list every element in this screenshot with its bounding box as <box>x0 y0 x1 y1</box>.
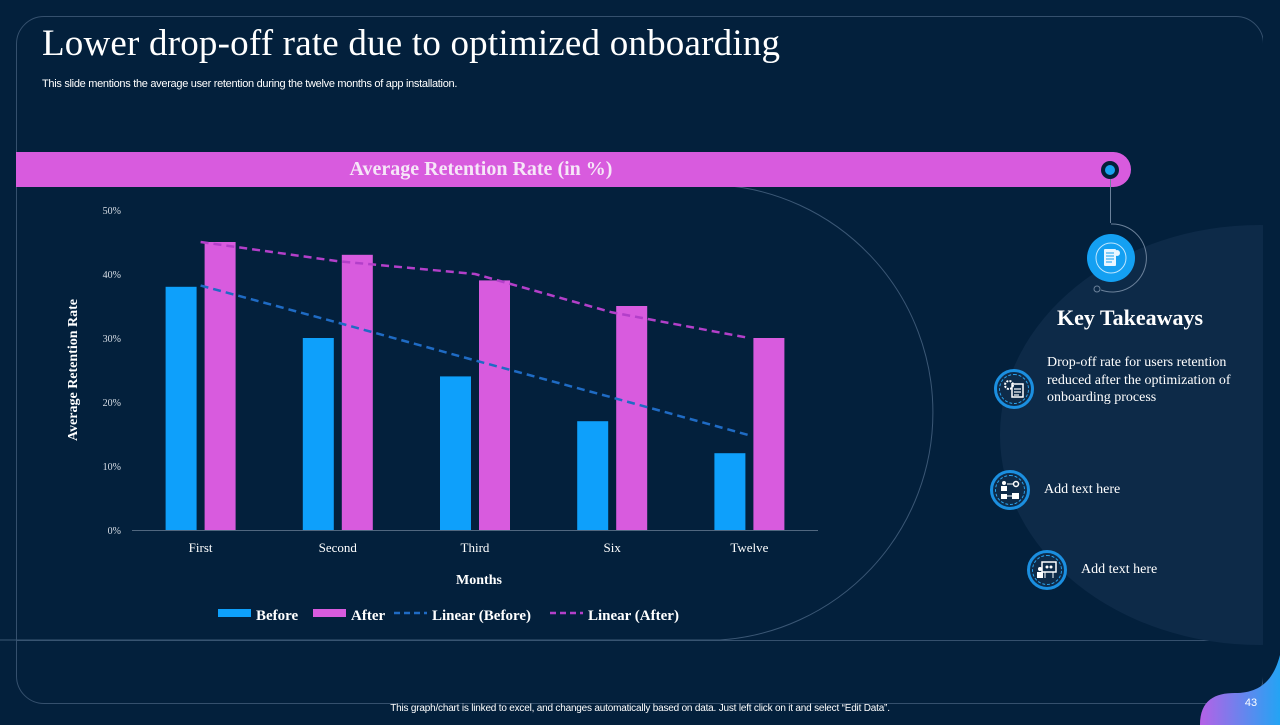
legend-label: Before <box>256 608 299 624</box>
bar-after-twelve <box>753 338 785 530</box>
legend-swatch-before <box>218 609 251 617</box>
y-tick-label: 30% <box>103 334 121 345</box>
x-axis-label: Months <box>456 573 502 588</box>
takeaway-2-text: Add text here <box>1044 482 1121 497</box>
takeaway-1-text: Drop-off rate for users retention reduce… <box>1047 355 1231 405</box>
y-tick-label: 10% <box>103 462 121 473</box>
chart-title-banner: Average Retention Rate (in %) <box>16 152 1131 187</box>
x-axis: First Second Third Six Twelve <box>189 540 769 555</box>
takeaway-3-text: Add text here <box>1081 562 1158 577</box>
trendline-after <box>200 240 750 340</box>
bar-before-second <box>302 338 334 530</box>
bar-after-first <box>204 242 236 530</box>
takeaway-2-icon-wrapper <box>990 470 1030 510</box>
trendline-before <box>200 284 750 437</box>
legend-label: After <box>351 608 385 624</box>
y-axis-label: Average Retention Rate <box>66 299 81 441</box>
trendlines <box>200 240 750 437</box>
bars <box>165 242 785 531</box>
y-tick-label: 20% <box>103 398 121 409</box>
slide-title: Lower drop-off rate due to optimized onb… <box>42 23 781 64</box>
y-axis: 0% 10% 20% 30% 40% 50% <box>103 206 121 537</box>
x-tick-label: Second <box>319 540 358 555</box>
x-tick-label: Twelve <box>730 540 768 555</box>
bar-after-six <box>616 306 648 530</box>
y-tick-label: 50% <box>103 206 121 217</box>
bar-before-six <box>577 421 609 530</box>
retention-chart[interactable]: 0% 10% 20% 30% 40% 50% Average Retention Rate… <box>0 0 960 640</box>
y-tick-label: 0% <box>108 526 121 537</box>
corner-decoration <box>1200 655 1280 725</box>
connector-line <box>1110 179 1111 223</box>
legend-label: Linear (After) <box>588 608 679 624</box>
chart-legend: Before After Linear (Before) Linear (After) <box>218 608 679 624</box>
bar-before-twelve <box>714 453 746 530</box>
x-tick-label: Six <box>604 540 622 555</box>
presentation-icon <box>1037 561 1057 578</box>
takeaways-title: Key Takeaways <box>1056 305 1204 330</box>
banner-dot-icon <box>1101 161 1119 179</box>
bar-before-first <box>165 286 197 530</box>
slide-subtitle: This slide mentions the average user ret… <box>42 78 458 90</box>
chart-title: Average Retention Rate (in %) <box>349 158 613 180</box>
chart-arc-decoration <box>0 185 934 641</box>
workflow-icon <box>1001 480 1020 499</box>
x-tick-label: First <box>189 540 213 555</box>
gear-document-icon <box>1004 380 1024 398</box>
takeaway-1-icon-wrapper <box>994 369 1034 409</box>
y-tick-label: 40% <box>103 270 121 281</box>
legend-label: Linear (Before) <box>432 608 531 624</box>
legend-swatch-after <box>313 609 346 617</box>
takeaway-3-icon-wrapper <box>1027 550 1067 590</box>
bar-before-third <box>440 376 471 530</box>
bar-after-third <box>479 280 510 530</box>
takeaways-header-icon <box>1087 234 1135 282</box>
bar-after-second <box>341 254 373 531</box>
right-margin <box>1263 16 1280 720</box>
takeaways-ring-decoration <box>1093 223 1147 293</box>
x-tick-label: Third <box>461 540 490 555</box>
page-number: 43 <box>1244 697 1258 709</box>
footer-note: This graph/chart is linked to excel, and… <box>390 703 890 714</box>
document-icon <box>1095 242 1127 274</box>
